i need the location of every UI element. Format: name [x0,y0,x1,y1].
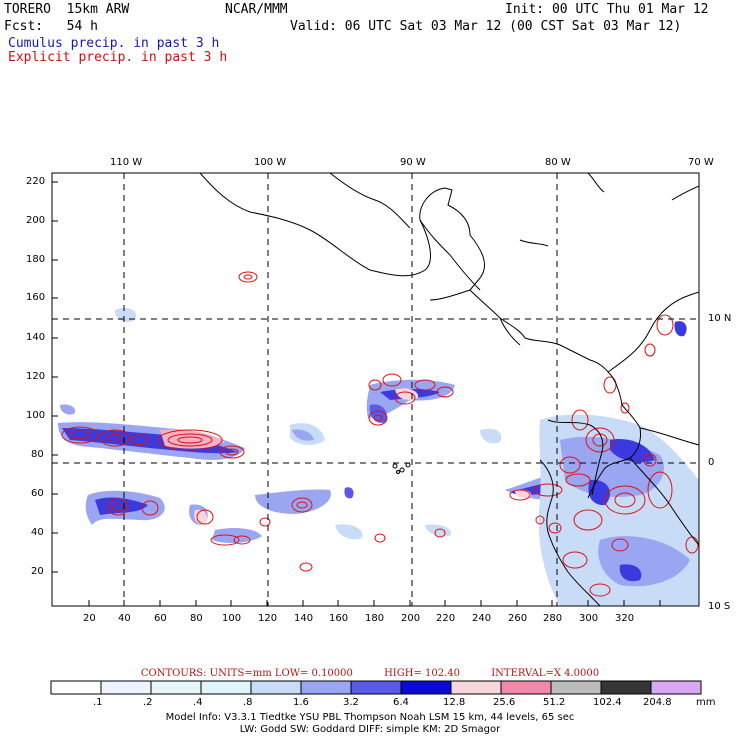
coastlines [199,173,699,606]
x-tick: 20 [83,613,96,624]
x-tick: 200 [401,613,421,624]
colorbar-swatch [250,680,302,695]
lat-label-0: 0 [708,457,715,468]
y-tick: 120 [26,371,46,382]
x-tick: 300 [579,613,599,624]
colorbar-swatch [50,680,102,695]
x-tick: 160 [329,613,349,624]
colorbar-label: .1 [93,697,103,708]
colorbar-label: .2 [143,697,153,708]
y-tick: 200 [26,215,46,226]
explicit-legend: Explicit precip. in past 3 h [8,50,228,65]
colorbar-swatch [600,680,652,695]
x-tick: 320 [615,613,635,624]
colorbar-label: 204.8 [643,697,672,708]
forecast-hour: Fcst: 54 h [4,19,98,34]
model-info-line2: LW: Godd SW: Goddard DIFF: simple KM: 2D… [239,724,501,735]
contour-units: CONTOURS: UNITS=mm LOW= 0.10000 [140,668,353,679]
init-time: Init: 00 UTC Thu 01 Mar 12 [505,2,709,17]
y-tick: 140 [26,332,46,343]
contour-interval: INTERVAL=X 4.0000 [491,668,600,679]
colorbar-swatch [100,680,152,695]
x-tick: 120 [258,613,278,624]
colorbar-swatch [150,680,202,695]
x-tick: 240 [472,613,492,624]
contour-high: HIGH= 102.40 [384,668,461,679]
x-tick: 180 [365,613,385,624]
y-tick: 20 [31,566,44,577]
colorbar-swatch [350,680,402,695]
cumulus-legend: Cumulus precip. in past 3 h [8,36,220,51]
colorbar-swatch [650,680,702,695]
lon-label-80w: 80 W [545,157,571,168]
lat-label-10n: 10 N [708,313,732,324]
y-tick: 160 [26,292,46,303]
y-tick: 180 [26,254,46,265]
x-tick: 60 [154,613,167,624]
x-tick: 260 [508,613,528,624]
colorbar-label: .4 [193,697,203,708]
org-label: NCAR/MMM [225,2,288,17]
valid-time: Valid: 06 UTC Sat 03 Mar 12 (00 CST Sat … [290,19,682,34]
colorbar-swatch [300,680,352,695]
axis-ticks [52,181,661,606]
precip-contours [61,271,699,597]
y-tick: 40 [31,527,44,538]
colorbar-label: 51.2 [543,697,566,708]
x-tick: 140 [294,613,314,624]
colorbar-swatch [500,680,552,695]
x-tick: 280 [543,613,563,624]
colorbar-label: 12.8 [443,697,466,708]
colorbar-label: .8 [243,697,253,708]
colorbar-swatch [450,680,502,695]
y-tick: 80 [31,449,44,460]
lon-label-90w: 90 W [400,157,426,168]
colorbar [50,680,702,695]
model-title: TORERO 15km ARW [4,2,130,17]
colorbar-label: 25.6 [493,697,516,708]
colorbar-swatch [400,680,452,695]
lon-label-70w: 70 W [688,157,714,168]
colorbar-unit: mm [696,697,716,708]
x-tick: 80 [190,613,203,624]
colorbar-label: 102.4 [593,697,622,708]
lon-label-110w: 110 W [110,157,143,168]
x-tick: 40 [118,613,131,624]
colorbar-label: 3.2 [343,697,359,708]
map-frame [51,172,700,607]
colorbar-swatch [550,680,602,695]
colorbar-swatch [200,680,252,695]
colorbar-label: 6.4 [393,697,409,708]
contour-info: CONTOURS: UNITS=mm LOW= 0.10000 HIGH= 10… [0,668,740,679]
y-tick: 100 [26,410,46,421]
x-tick: 100 [222,613,242,624]
lon-label-100w: 100 W [254,157,287,168]
latlon-grid [52,173,699,606]
x-tick: 220 [436,613,456,624]
lat-label-10s: 10 S [708,601,731,612]
colorbar-label: 1.6 [293,697,309,708]
y-tick: 220 [26,176,46,187]
model-info-line1: Model Info: V3.3.1 Tiedtke YSU PBL Thomp… [165,712,575,723]
y-tick: 60 [31,488,44,499]
